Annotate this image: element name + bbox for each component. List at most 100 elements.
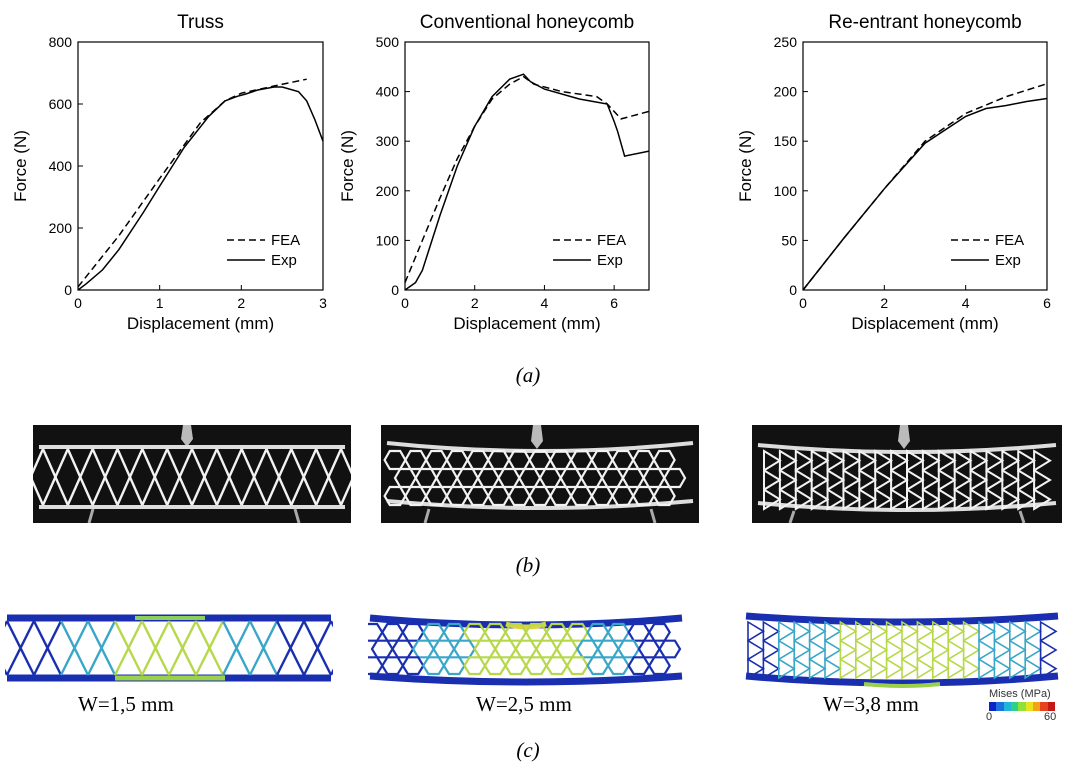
lattice-cell [932,620,950,643]
lattice-strut [113,620,144,676]
support-icon [788,510,1026,523]
lattice-cell [937,487,957,511]
lattice-cell [1024,639,1043,661]
x-tick-label: 4 [962,295,970,311]
lattice-cell [793,639,812,661]
lattice-cell [606,622,630,642]
lattice-cell [839,657,858,680]
lattice-cell [969,449,989,473]
lattice-cell [778,620,796,643]
lattice-cell [1001,487,1021,511]
lattice-cell [793,657,812,680]
lattice-cell [1009,657,1027,680]
lattice-cell [947,639,966,661]
lattice-strut [141,448,169,506]
lattice-strut [290,448,318,506]
colorbar-segment [1003,702,1011,711]
lattice-cell [596,639,620,659]
lattice-cell [524,656,548,676]
series-line-fea [802,82,1048,291]
lattice-strut [59,620,90,676]
lattice-cell [947,620,966,643]
colorbar-max: 60 [1044,711,1057,723]
caption-b: (b) [515,553,541,577]
colorbar-min: 0 [986,711,993,723]
lattice-cell [1033,449,1052,473]
x-axis-label: Displacement (mm) [453,314,600,333]
lattice-cell [535,639,559,659]
lattice-cell [932,657,950,680]
lattice-strut [329,620,333,628]
series-line-exp [802,97,1048,291]
lattice-strut [240,448,268,506]
lattice-cell [870,620,889,643]
lattice-cell [810,487,830,511]
lattice-cell [483,656,507,676]
photo-re-entrant-honeycomb [752,425,1062,523]
lattice-strut [86,620,117,676]
lattice-cell [391,639,415,659]
lattice-cell [401,622,425,642]
legend-label-fea: FEA [995,232,1024,249]
lattice-cell [473,639,497,659]
lattice-strut [91,448,119,506]
lattice-cell [874,487,894,511]
x-tick-label: 0 [401,295,409,311]
lattice-cell [858,487,878,511]
legend-label-exp: Exp [597,252,623,269]
support-icon [423,508,657,523]
lattice-cell [422,622,446,642]
lattice-cell [858,468,878,492]
lattice-cell [824,639,842,661]
lattice-cell [906,449,925,473]
lattice-cell [658,639,682,659]
lattice-cell [504,656,528,676]
lattice-cell [993,657,1012,680]
lattice-cell [762,639,781,661]
chart-title: Conventional honeycomb [420,12,634,33]
lattice-cell [432,639,456,659]
lattice-cell [855,620,873,643]
lattice-strut [275,620,306,676]
x-tick-label: 2 [237,295,245,311]
lattice-cell [826,449,846,473]
x-tick-label: 6 [610,295,618,311]
x-tick-label: 2 [880,295,888,311]
lattice-strut [339,448,351,475]
lattice-cell [555,639,579,659]
fea-re-entrant-honeycomb [744,610,1060,690]
y-tick-label: 500 [376,34,400,50]
lattice-cell [617,639,641,659]
lattice-cell [842,468,862,492]
lattice-cell [422,656,446,676]
colorbar-segment [1010,702,1019,711]
lattice-cell [1039,620,1058,643]
lattice-cell [890,487,909,511]
lattice-cell [842,487,862,511]
fea-label-re-entrant: W=3,8 mm [823,692,919,716]
lattice-cell [1001,468,1021,492]
lattice-cell [839,620,858,643]
lattice-cell [763,468,782,492]
lattice-cell [747,620,765,643]
y-tick-label: 800 [49,34,73,50]
y-tick-label: 400 [376,84,400,100]
lattice-cell [916,639,935,661]
chart-re-entrant-honeycomb: 0 2 4 6 0 50 100 150 200 250 Re-entrant honeycomb D… [736,12,1051,333]
lattice-cell [778,639,796,661]
lattice-cell [906,487,925,511]
lattice-cell [647,622,671,642]
lattice-cell [937,468,957,492]
lattice-cell [778,487,798,511]
lattice-cell [778,468,798,492]
lattice-strut [265,448,293,506]
lattice-cell [763,449,782,473]
y-axis-label: Force (N) [11,130,30,202]
lattice-cell [993,620,1012,643]
lattice-cell [855,639,873,661]
photo-conventional-honeycomb [381,425,699,523]
plot-frame [404,41,650,291]
lattice-strut [33,448,45,475]
